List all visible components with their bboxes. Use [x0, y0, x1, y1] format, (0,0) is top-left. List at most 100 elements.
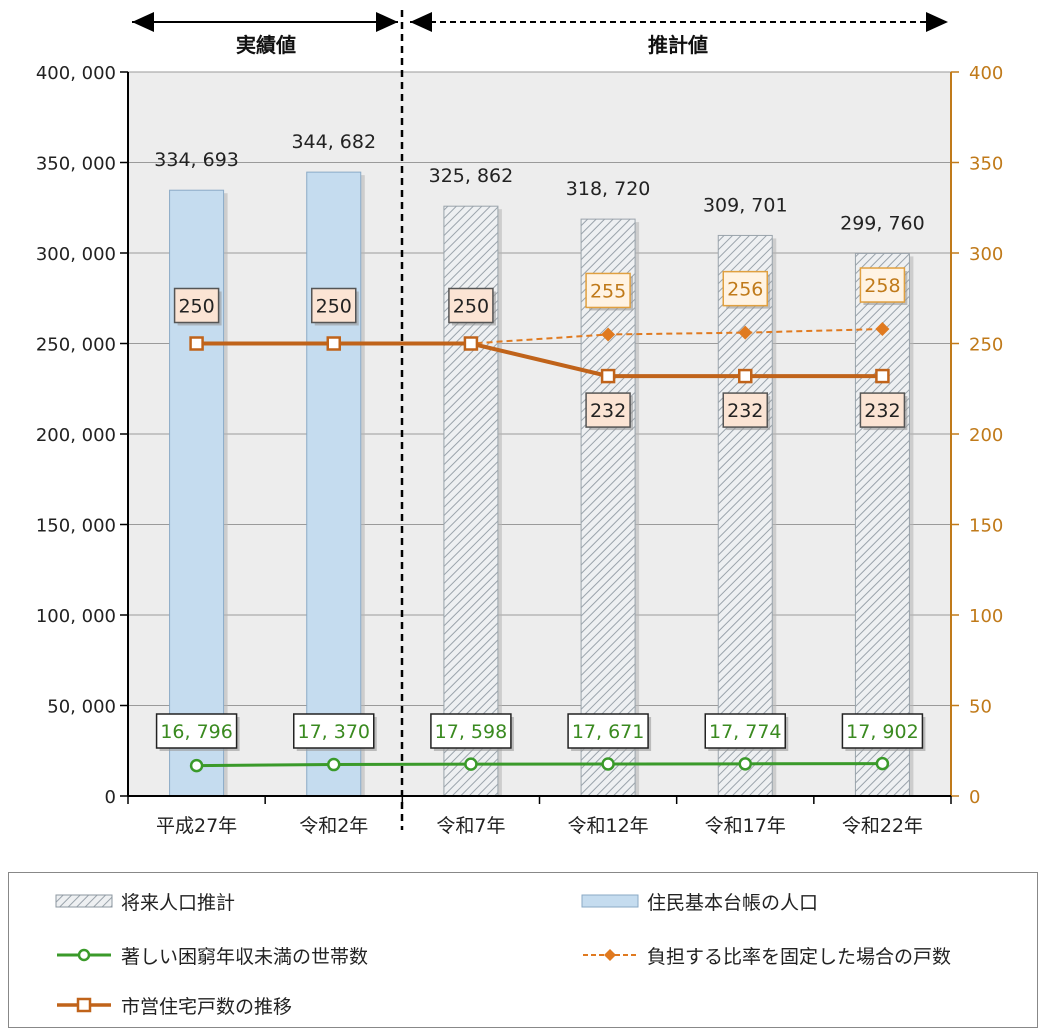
- households-value-label: 16, 796: [160, 721, 233, 743]
- left-tick-label: 200, 000: [36, 425, 116, 446]
- households-value-label: 17, 671: [572, 721, 645, 743]
- point-marker: [738, 368, 753, 384]
- series-line: [196, 341, 883, 379]
- point-marker: [601, 757, 615, 771]
- right-tick-label: 50: [969, 697, 992, 718]
- legend-item-municipal-housing: 市営住宅戸数の推移: [55, 990, 292, 1020]
- housing-value-label: 250: [453, 296, 489, 318]
- households-value-label-box: [293, 713, 375, 749]
- households-value-label: 17, 598: [435, 721, 508, 743]
- left-tick-label: 250, 000: [36, 335, 116, 356]
- left-tick-label: 150, 000: [36, 516, 116, 537]
- housing-value-label-box: [859, 392, 906, 428]
- labels-layer: 334, 693 344, 682 325, 862 318, 720 309, 701…: [154, 131, 926, 751]
- households-value-label: 17, 774: [709, 721, 782, 743]
- bar-value-label: 299, 760: [840, 212, 925, 234]
- bar-value-label: 318, 720: [566, 178, 651, 200]
- blue-bar-icon: [581, 894, 639, 908]
- left-tick-label: 50, 000: [47, 697, 116, 718]
- fixed-ratio-value-label-box: [859, 267, 906, 303]
- chart: 実績値 推計値 334, 693 344, 682 325, 862 318, 720…: [36, 10, 1004, 837]
- point-marker: [189, 336, 204, 351]
- legend-label: 市営住宅戸数の推移: [121, 995, 293, 1018]
- fixed-ratio-value-label: 255: [590, 280, 626, 302]
- right-tick-label: 350: [969, 154, 1003, 175]
- bar-value-label: 325, 862: [429, 165, 514, 187]
- bar: [717, 234, 773, 797]
- x-tick-label: 令和12年: [567, 815, 648, 837]
- left-tick-label: 100, 000: [36, 606, 116, 627]
- households-value-label-box: [567, 713, 649, 749]
- right-tick-label: 400: [969, 63, 1003, 84]
- brown-line-square-icon: [57, 997, 111, 1013]
- housing-value-label: 232: [590, 400, 626, 422]
- housing-value-label-box: [448, 287, 494, 324]
- point-marker: [189, 758, 204, 773]
- legend-item-households: 著しい困窮年収未満の世帯数: [55, 940, 368, 970]
- point-marker: [738, 325, 753, 340]
- point-marker: [601, 327, 616, 342]
- left-tick-label: 400, 000: [36, 63, 116, 84]
- point-marker: [463, 336, 479, 351]
- right-tick-label: 300: [969, 244, 1003, 265]
- fixed-ratio-value-label-box: [585, 272, 631, 309]
- legend-item-estimate: 将来人口推計: [55, 886, 235, 916]
- x-tick-label: 令和22年: [842, 815, 923, 837]
- bar-value-label: 334, 693: [154, 149, 239, 171]
- bar: [169, 189, 225, 797]
- left-tick-label: 0: [105, 787, 116, 808]
- hatched-bar-icon: [55, 894, 113, 908]
- housing-value-label: 250: [316, 296, 352, 318]
- left-tick-label: 350, 000: [36, 154, 116, 175]
- bar-value-label: 309, 701: [703, 194, 788, 216]
- estimate-period-label: 推計値: [648, 33, 708, 57]
- point-marker: [875, 756, 890, 771]
- right-tick-label: 200: [969, 425, 1003, 446]
- x-tick-label: 令和17年: [705, 815, 786, 837]
- legend-label: 著しい困窮年収未満の世帯数: [121, 945, 369, 968]
- legend: 将来人口推計 住民基本台帳の人口 著しい困窮年収未満の世帯数 負担する比率を固定…: [8, 872, 1038, 1028]
- actual-period-label: 実績値: [236, 33, 296, 57]
- housing-value-label: 250: [178, 296, 214, 318]
- households-value-label-box: [704, 713, 786, 749]
- point-marker: [327, 757, 341, 772]
- housing-value-label: 232: [864, 400, 900, 422]
- x-tick-label: 令和7年: [436, 815, 505, 837]
- axes-layer: 0 0 50, 000 50 100, 000 100 150, 000 150 200, 00…: [36, 63, 1004, 837]
- gridlines: [128, 71, 951, 706]
- bar: [306, 171, 362, 797]
- housing-value-label-box: [173, 287, 220, 324]
- fixed-ratio-value-label: 256: [727, 279, 763, 301]
- left-tick-label: 300, 000: [36, 244, 116, 265]
- legend-item-fixed-ratio: 負担する比率を固定した場合の戸数: [581, 940, 951, 970]
- point-marker: [600, 368, 616, 384]
- point-marker: [875, 322, 890, 337]
- bar-value-label: 344, 682: [291, 131, 376, 153]
- households-value-label-box: [430, 713, 512, 749]
- point-marker: [326, 336, 341, 351]
- green-line-circle-icon: [57, 948, 111, 962]
- housing-value-label-box: [311, 287, 357, 324]
- point-marker: [875, 368, 890, 384]
- legend-label: 将来人口推計: [121, 891, 236, 914]
- bar: [854, 252, 910, 797]
- right-tick-label: 0: [969, 787, 980, 808]
- housing-value-label-box: [722, 392, 768, 428]
- fixed-ratio-value-label-box: [722, 270, 768, 307]
- households-value-label: 17, 370: [297, 721, 370, 743]
- fixed-ratio-value-label: 258: [864, 275, 900, 297]
- legend-label: 住民基本台帳の人口: [647, 891, 819, 914]
- x-tick-label: 平成27年: [156, 815, 237, 837]
- orange-dashed-diamond-icon: [583, 949, 637, 961]
- legend-item-resident: 住民基本台帳の人口: [581, 886, 818, 916]
- point-marker: [738, 757, 752, 771]
- households-value-label: 17, 902: [846, 721, 919, 743]
- right-tick-label: 150: [969, 516, 1003, 537]
- housing-value-label-box: [585, 392, 631, 428]
- x-tick-label: 令和2年: [299, 815, 368, 837]
- households-value-label-box: [155, 713, 238, 749]
- point-marker: [464, 757, 478, 771]
- housing-value-label: 232: [727, 400, 763, 422]
- lines-layer: [189, 322, 890, 773]
- legend-label: 負担する比率を固定した場合の戸数: [647, 945, 952, 968]
